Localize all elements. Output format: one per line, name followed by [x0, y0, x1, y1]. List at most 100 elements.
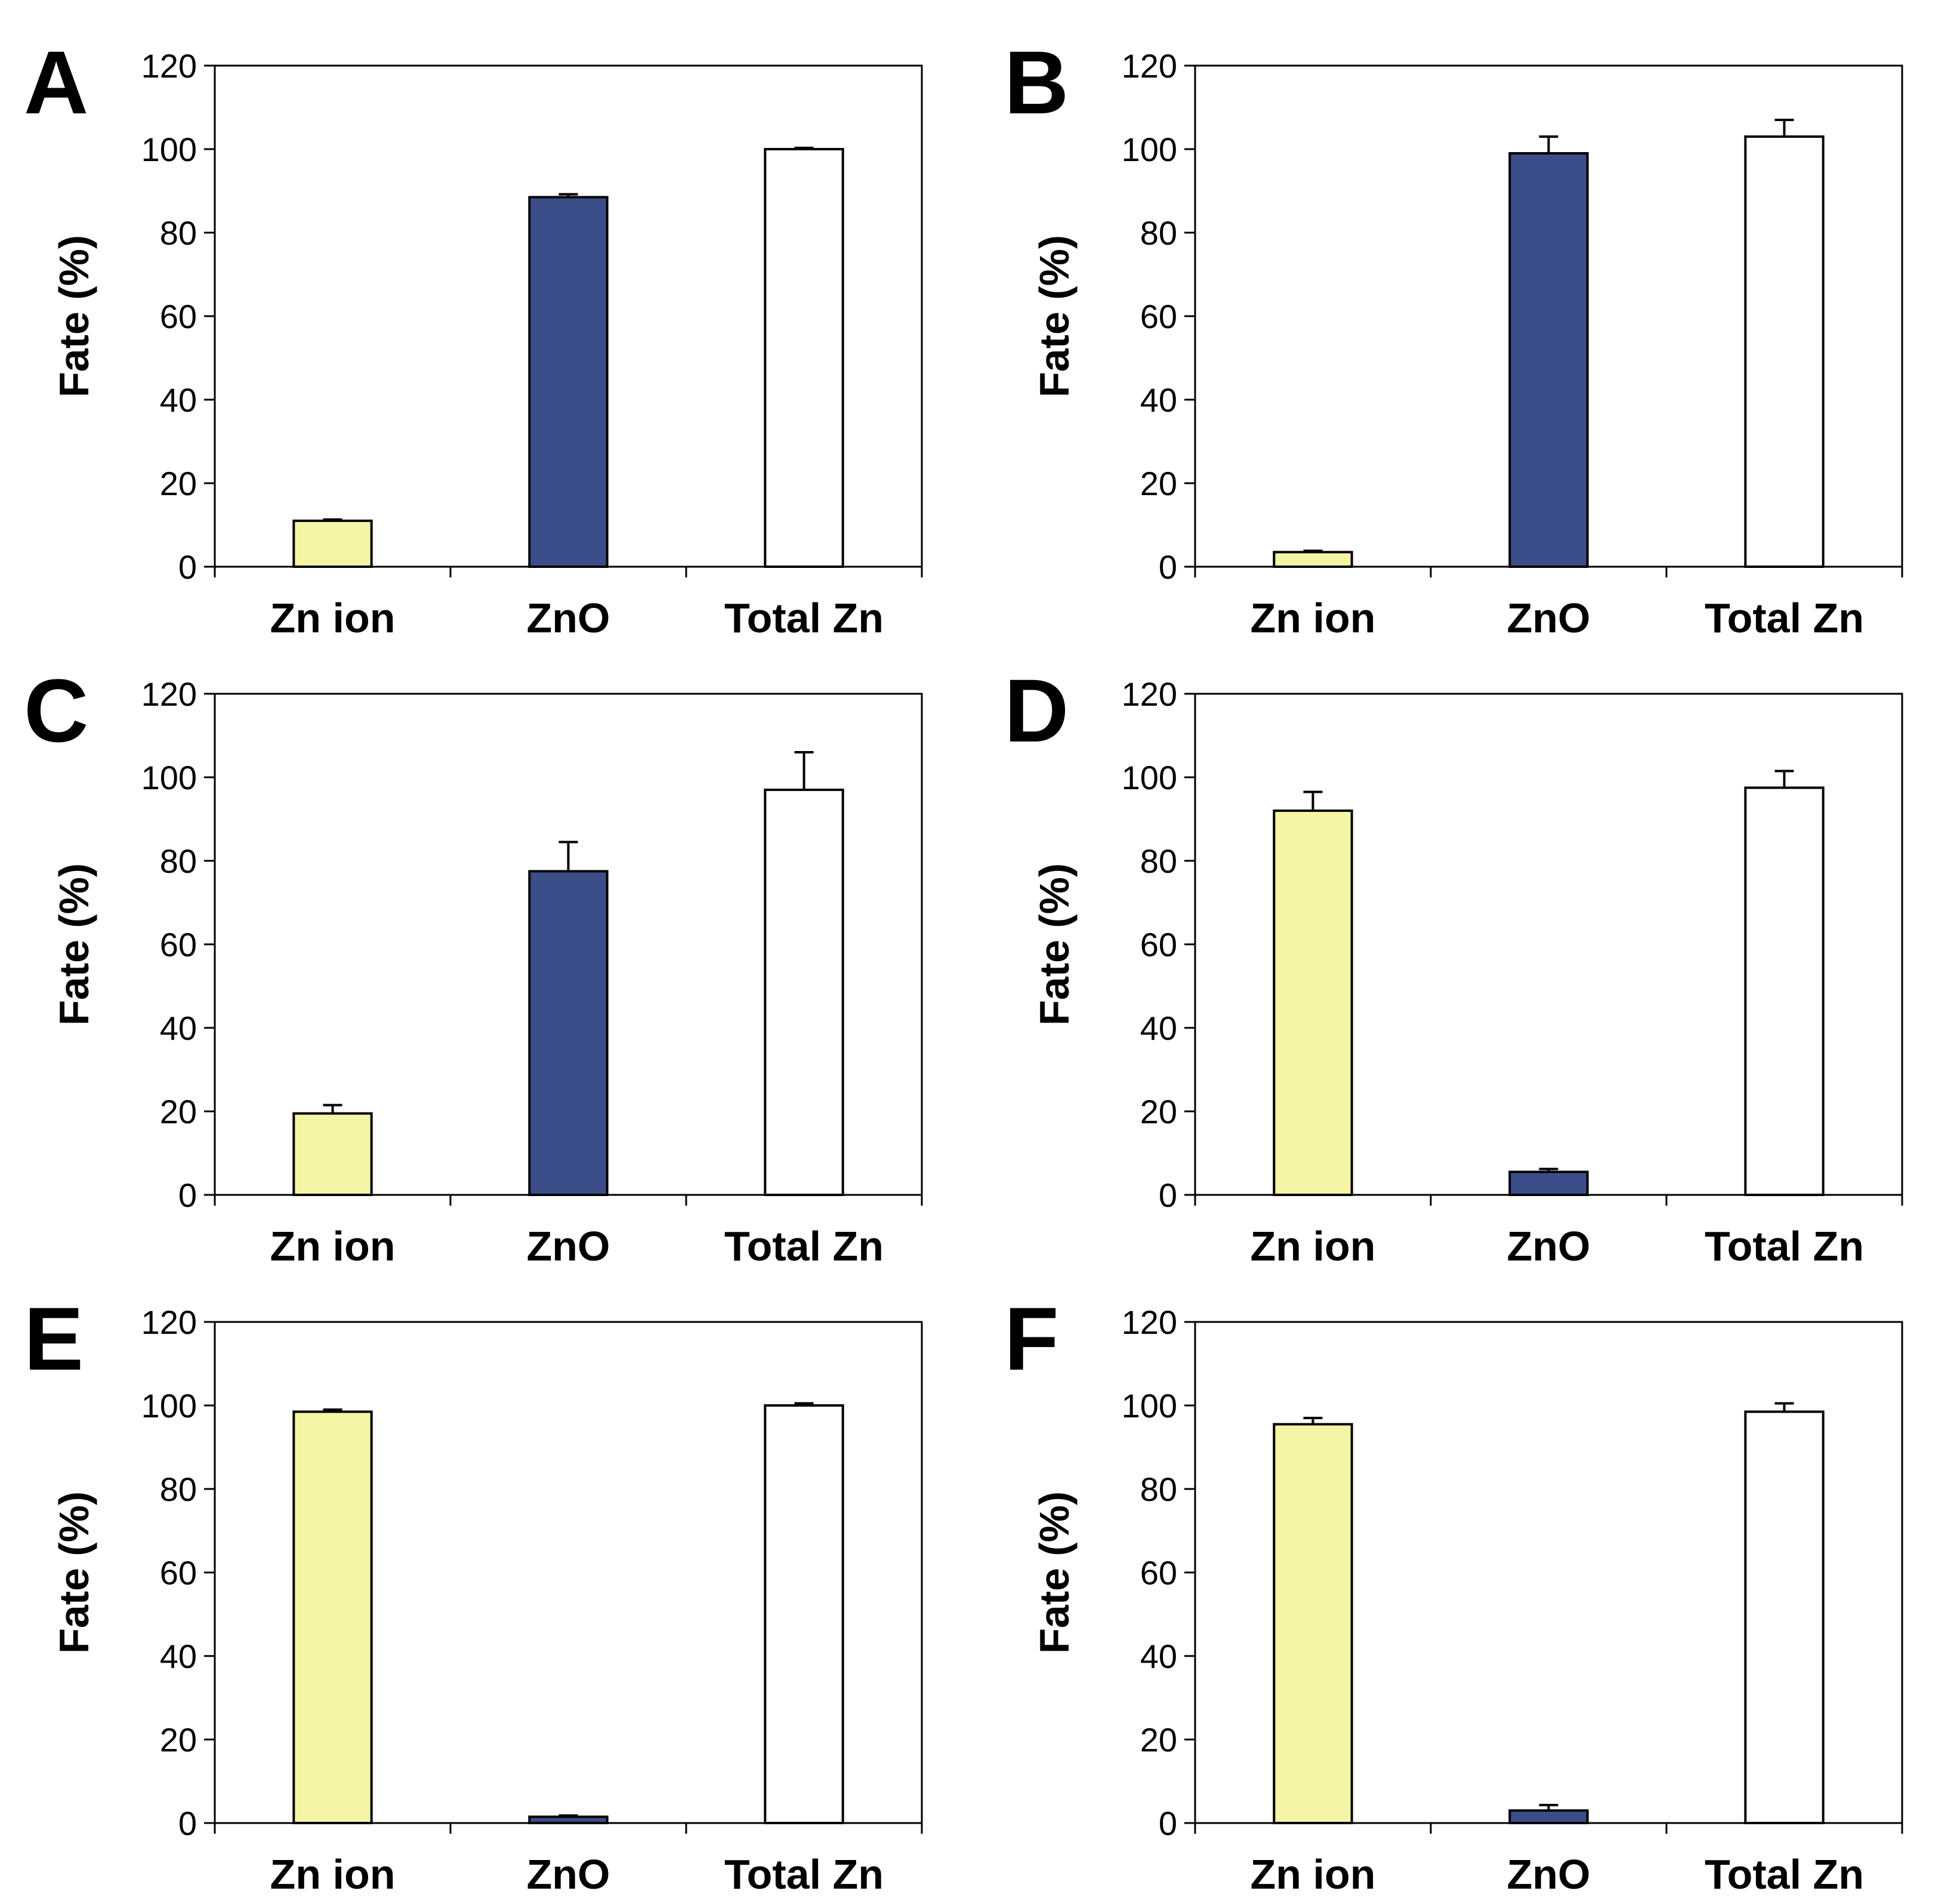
- panel-letter: C: [24, 660, 88, 761]
- bar-zn-ion: [292, 520, 373, 568]
- category-label-zno: ZnO: [527, 595, 610, 641]
- y-tick-label: 20: [160, 1093, 197, 1130]
- panel-b: B Fate (%) Zn ion ZnO Total Zn 0 20 40 60 80 100 12…: [980, 0, 1960, 641]
- y-tick-label: 0: [178, 1176, 197, 1214]
- bar-zno: [1508, 1170, 1589, 1196]
- category-label-total-zn: Total Zn: [1705, 1223, 1864, 1269]
- y-axis-title: Fate (%): [1031, 1491, 1078, 1654]
- bar-zn-ion: [1273, 1423, 1353, 1824]
- y-tick-label: 0: [1159, 1805, 1177, 1842]
- category-label-zno: ZnO: [527, 1851, 610, 1897]
- y-axis-title: Fate (%): [51, 235, 97, 397]
- y-tick-label: 120: [1122, 47, 1177, 85]
- y-tick-label: 100: [1122, 759, 1177, 796]
- bar-zno: [528, 870, 609, 1196]
- category-label-zn-ion: Zn ion: [1251, 595, 1376, 641]
- y-tick-label: 20: [1140, 1093, 1177, 1130]
- panel-letter: B: [1004, 32, 1069, 132]
- panel-e: E Fate (%) Zn ion ZnO Total Zn 0 20 40 60 80 100 12…: [0, 1256, 980, 1897]
- y-tick-label: 60: [1140, 1554, 1177, 1592]
- category-label-zno: ZnO: [1507, 1223, 1591, 1269]
- y-tick-label: 60: [160, 926, 197, 963]
- y-tick-label: 80: [160, 1470, 197, 1508]
- y-axis-title: Fate (%): [1031, 235, 1078, 397]
- chart-b: B Fate (%) Zn ion ZnO Total Zn 0 20 40 60 80 100 12…: [1004, 32, 1903, 641]
- bar-zno: [1508, 152, 1589, 568]
- category-label-zn-ion: Zn ion: [270, 595, 396, 641]
- category-label-total-zn: Total Zn: [724, 595, 884, 641]
- bar-total-zn: [764, 789, 844, 1196]
- y-tick-label: 20: [1140, 465, 1177, 502]
- panel-letter: E: [24, 1289, 84, 1389]
- y-tick-label: 40: [160, 381, 197, 419]
- bar-zn-ion: [292, 1410, 373, 1824]
- category-label-total-zn: Total Zn: [724, 1223, 884, 1269]
- category-label-zn-ion: Zn ion: [1251, 1851, 1376, 1897]
- bar-zn-ion: [1273, 810, 1353, 1196]
- y-tick-label: 100: [1122, 131, 1177, 168]
- y-tick-label: 100: [141, 1387, 197, 1425]
- category-label-total-zn: Total Zn: [1705, 595, 1864, 641]
- y-tick-label: 120: [141, 675, 197, 713]
- y-tick-label: 40: [1140, 1638, 1177, 1675]
- y-tick-label: 0: [178, 548, 197, 586]
- y-tick-label: 120: [1122, 675, 1177, 713]
- y-tick-label: 0: [1159, 548, 1177, 586]
- y-tick-label: 60: [1140, 926, 1177, 963]
- chart-f: F Fate (%) Zn ion ZnO Total Zn 0 20 40 60 80 100 12…: [1004, 1289, 1903, 1897]
- y-tick-label: 120: [141, 47, 197, 85]
- bar-zno: [528, 1815, 609, 1824]
- category-label-zno: ZnO: [1507, 595, 1591, 641]
- y-tick-label: 60: [160, 298, 197, 335]
- y-tick-label: 0: [1159, 1176, 1177, 1214]
- bar-zn-ion: [1273, 551, 1353, 568]
- category-label-total-zn: Total Zn: [724, 1851, 884, 1897]
- panel-letter: D: [1004, 660, 1069, 761]
- y-tick-label: 20: [160, 465, 197, 502]
- panel-d: D Fate (%) Zn ion ZnO Total Zn 0 20 40 60 80 100 12…: [980, 628, 1960, 1269]
- y-tick-label: 60: [1140, 298, 1177, 335]
- category-label-zn-ion: Zn ion: [270, 1223, 396, 1269]
- y-tick-label: 100: [1122, 1387, 1177, 1425]
- bar-total-zn: [764, 1404, 844, 1824]
- y-tick-label: 80: [1140, 214, 1177, 252]
- y-tick-label: 120: [1122, 1303, 1177, 1341]
- y-tick-label: 80: [1140, 1470, 1177, 1508]
- y-tick-label: 100: [141, 759, 197, 796]
- y-tick-label: 80: [160, 214, 197, 252]
- y-tick-label: 0: [178, 1805, 197, 1842]
- category-label-zno: ZnO: [1507, 1851, 1591, 1897]
- chart-a: A Fate (%) Zn ion ZnO Total Zn 0 20 40 60 80 100 12…: [24, 32, 923, 641]
- category-label-zno: ZnO: [527, 1223, 610, 1269]
- bar-total-zn: [764, 148, 844, 568]
- panel-c: C Fate (%) Zn ion ZnO Total Zn 0 20 40 60 80 100 12…: [0, 628, 980, 1269]
- category-label-total-zn: Total Zn: [1705, 1851, 1864, 1897]
- y-tick-label: 80: [160, 842, 197, 880]
- chart-c: C Fate (%) Zn ion ZnO Total Zn 0 20 40 60 80 100 12…: [24, 660, 923, 1269]
- y-axis-title: Fate (%): [1031, 863, 1078, 1025]
- y-tick-label: 20: [1140, 1721, 1177, 1759]
- y-tick-label: 120: [141, 1303, 197, 1341]
- bar-total-zn: [1744, 1410, 1825, 1824]
- bar-zn-ion: [292, 1112, 373, 1196]
- chart-e: E Fate (%) Zn ion ZnO Total Zn 0 20 40 60 80 100 12…: [24, 1289, 923, 1897]
- y-tick-label: 20: [160, 1721, 197, 1759]
- bar-total-zn: [1744, 135, 1825, 568]
- y-tick-label: 40: [160, 1638, 197, 1675]
- y-tick-label: 100: [141, 131, 197, 168]
- bar-total-zn: [1744, 786, 1825, 1196]
- panel-letter: A: [24, 32, 88, 132]
- bar-zno: [528, 196, 609, 568]
- y-tick-label: 80: [1140, 842, 1177, 880]
- panel-a: A Fate (%) Zn ion ZnO Total Zn 0 20 40 60 80 100 12…: [0, 0, 980, 641]
- panel-letter: F: [1004, 1289, 1059, 1389]
- y-tick-label: 40: [160, 1009, 197, 1047]
- y-tick-label: 40: [1140, 381, 1177, 419]
- y-tick-label: 60: [160, 1554, 197, 1592]
- bar-zno: [1508, 1809, 1589, 1824]
- panel-f: F Fate (%) Zn ion ZnO Total Zn 0 20 40 60 80 100 12…: [980, 1256, 1960, 1897]
- category-label-zn-ion: Zn ion: [1251, 1223, 1376, 1269]
- y-axis-title: Fate (%): [51, 1491, 97, 1654]
- y-axis-title: Fate (%): [51, 863, 97, 1025]
